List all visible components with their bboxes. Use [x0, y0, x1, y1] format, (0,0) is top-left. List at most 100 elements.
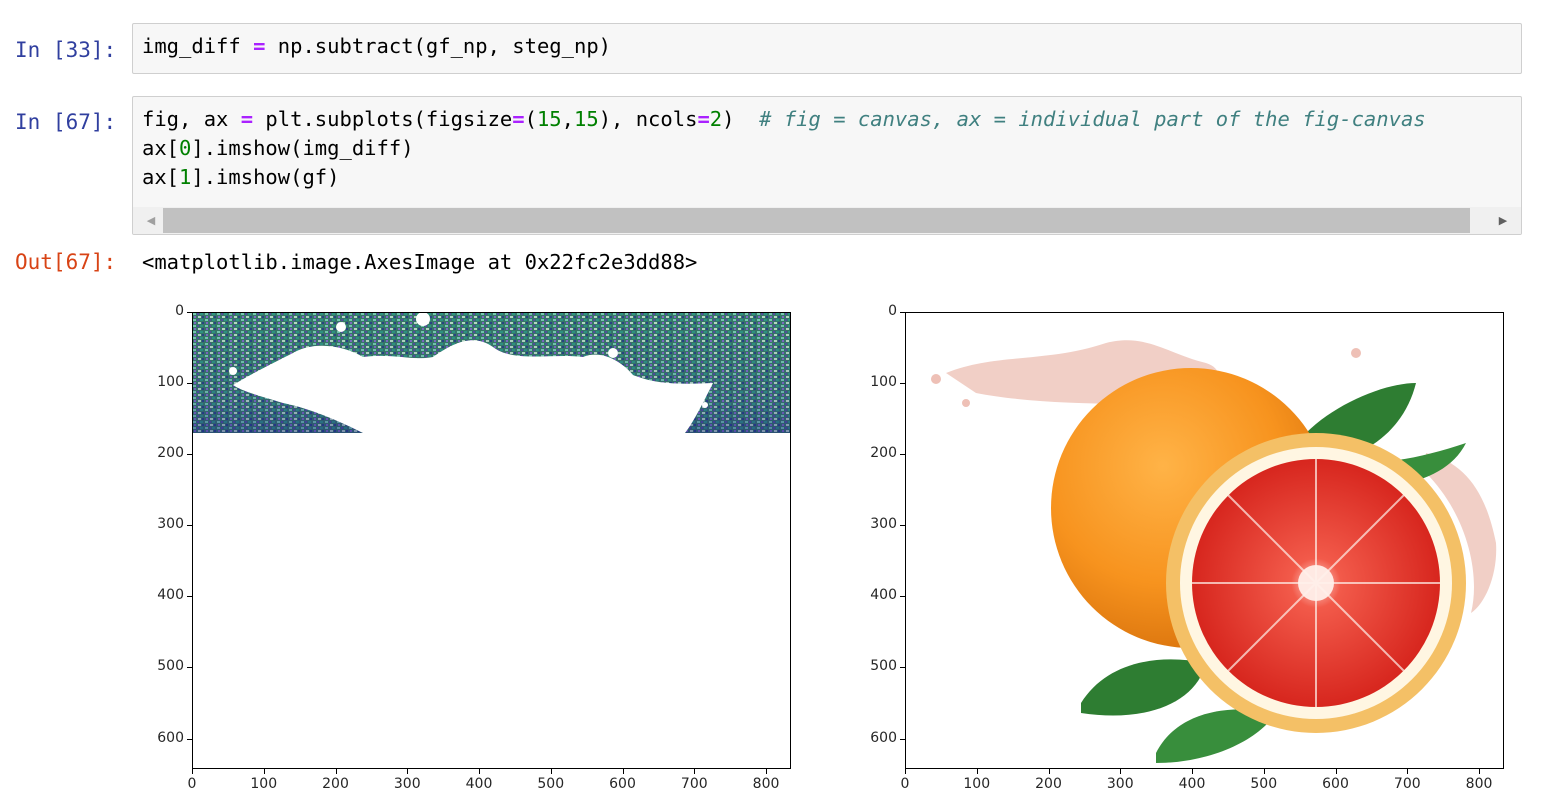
- left-y-tick-mark: [187, 667, 192, 669]
- left-y-tick-mark: [187, 525, 192, 527]
- right-y-tick-mark: [900, 454, 905, 456]
- input-prompt-67: In [67]:: [15, 110, 117, 134]
- right-y-tick-mark: [900, 738, 905, 740]
- code-token: # fig = canvas, ax = individual part of …: [759, 107, 1426, 131]
- code-token: ), ncols: [598, 107, 698, 131]
- code-line-0: fig, ax = plt.subplots(figsize=(15,15), …: [142, 105, 1521, 134]
- input-prompt-33: In [33]:: [15, 38, 117, 62]
- left-x-tick-label: 0: [187, 776, 197, 792]
- left-y-tick-label: 200: [157, 445, 184, 462]
- code-token: img_diff: [142, 34, 254, 58]
- right-x-tick-label: 300: [1106, 776, 1134, 792]
- scroll-left-arrow-icon[interactable]: ◀: [146, 214, 156, 227]
- code-line-0: img_diff = np.subtract(gf_np, steg_np): [142, 32, 1521, 61]
- code-token: ,: [561, 107, 574, 131]
- right-x-tick-mark: [1048, 769, 1050, 774]
- code-token: =: [240, 107, 254, 131]
- code-token: ].imshow(gf): [191, 165, 340, 189]
- right-x-tick-label: 400: [1178, 776, 1206, 792]
- left-image-axes: [192, 312, 791, 769]
- scrollbar-thumb[interactable]: [163, 208, 1470, 233]
- right-x-tick-label: 700: [1393, 776, 1421, 792]
- right-x-tick-mark: [1407, 769, 1409, 774]
- right-x-tick-mark: [1192, 769, 1194, 774]
- left-x-tick-mark: [335, 769, 337, 774]
- code-block: fig, ax = plt.subplots(figsize=(15,15), …: [133, 97, 1521, 192]
- right-x-tick-mark: [1335, 769, 1337, 774]
- right-y-tick-mark: [900, 525, 905, 527]
- left-y-tick-mark: [187, 596, 192, 598]
- right-y-tick-label: 500: [870, 658, 897, 675]
- right-x-tick-label: 0: [900, 776, 910, 792]
- code-token: 15: [536, 107, 562, 131]
- right-y-tick-label: 600: [870, 729, 897, 746]
- code-line-1: ax[0].imshow(img_diff): [142, 134, 1521, 163]
- code-token: 0: [179, 136, 192, 160]
- right-y-tick-label: 300: [870, 516, 897, 533]
- right-y-tick-mark: [900, 667, 905, 669]
- left-x-tick-mark: [766, 769, 768, 774]
- code-token: ].imshow(img_diff): [191, 136, 414, 160]
- left-y-tick-mark: [187, 312, 192, 313]
- img-diff-image: [193, 313, 790, 768]
- left-y-tick-mark: [187, 383, 192, 385]
- left-x-tick-mark: [694, 769, 696, 774]
- right-x-tick-mark: [1263, 769, 1265, 774]
- code-token: =: [697, 107, 710, 131]
- left-x-tick-label: 500: [537, 776, 565, 792]
- code-cell-33[interactable]: img_diff = np.subtract(gf_np, steg_np): [132, 23, 1522, 74]
- code-token: 2: [709, 107, 723, 131]
- left-x-tick-label: 600: [609, 776, 636, 792]
- left-x-tick-mark: [622, 769, 624, 774]
- right-y-tick-mark: [900, 596, 905, 598]
- right-y-tick-mark: [900, 383, 905, 385]
- left-x-tick-label: 800: [752, 776, 780, 792]
- code-line-2: ax[1].imshow(gf): [142, 163, 1521, 192]
- code-token: 15: [574, 107, 599, 131]
- code-token: (: [524, 107, 537, 131]
- right-x-tick-mark: [976, 769, 978, 774]
- output-prompt-67: Out[67]:: [15, 250, 117, 274]
- code-token: =: [253, 34, 266, 58]
- right-x-tick-label: 600: [1322, 776, 1349, 792]
- left-x-tick-mark: [192, 769, 193, 774]
- code-token: ): [722, 107, 760, 131]
- right-x-tick-mark: [905, 769, 906, 774]
- left-y-tick-label: 500: [157, 658, 184, 675]
- left-x-tick-label: 400: [465, 776, 493, 792]
- left-y-tick-label: 300: [157, 516, 184, 533]
- left-y-tick-label: 100: [157, 374, 184, 391]
- left-x-tick-mark: [263, 769, 265, 774]
- left-x-tick-mark: [550, 769, 552, 774]
- left-x-tick-mark: [407, 769, 409, 774]
- right-x-tick-label: 200: [1035, 776, 1062, 792]
- output-text: <matplotlib.image.AxesImage at 0x22fc2e3…: [142, 250, 698, 274]
- right-x-tick-label: 100: [963, 776, 991, 792]
- code-cell-67[interactable]: fig, ax = plt.subplots(figsize=(15,15), …: [132, 96, 1522, 235]
- code-token: plt.subplots(figsize: [253, 107, 513, 131]
- code-token: fig, ax: [142, 107, 241, 131]
- left-x-tick-label: 300: [393, 776, 421, 792]
- right-y-tick-mark: [900, 312, 905, 313]
- scroll-right-arrow-icon[interactable]: ▶: [1498, 214, 1508, 227]
- left-y-tick-label: 400: [157, 587, 184, 604]
- left-x-tick-label: 100: [250, 776, 278, 792]
- left-x-tick-label: 700: [680, 776, 708, 792]
- right-y-tick-label: 0: [888, 303, 897, 319]
- horizontal-scrollbar[interactable]: ◀ ▶: [133, 207, 1521, 234]
- right-y-tick-label: 200: [870, 445, 897, 462]
- code-token: ax[: [142, 165, 180, 189]
- left-y-tick-label: 0: [175, 303, 184, 319]
- right-image-axes: [905, 312, 1504, 769]
- right-x-tick-label: 500: [1250, 776, 1278, 792]
- right-x-tick-mark: [1120, 769, 1122, 774]
- grapefruit-image: [931, 340, 1497, 763]
- right-x-tick-label: 800: [1465, 776, 1493, 792]
- code-token: =: [512, 107, 525, 131]
- code-token: np.subtract(gf_np, steg_np): [265, 34, 612, 58]
- left-y-tick-mark: [187, 454, 192, 456]
- right-y-tick-label: 400: [870, 587, 897, 604]
- right-y-tick-label: 100: [870, 374, 897, 391]
- code-token: ax[: [142, 136, 180, 160]
- left-x-tick-label: 200: [322, 776, 349, 792]
